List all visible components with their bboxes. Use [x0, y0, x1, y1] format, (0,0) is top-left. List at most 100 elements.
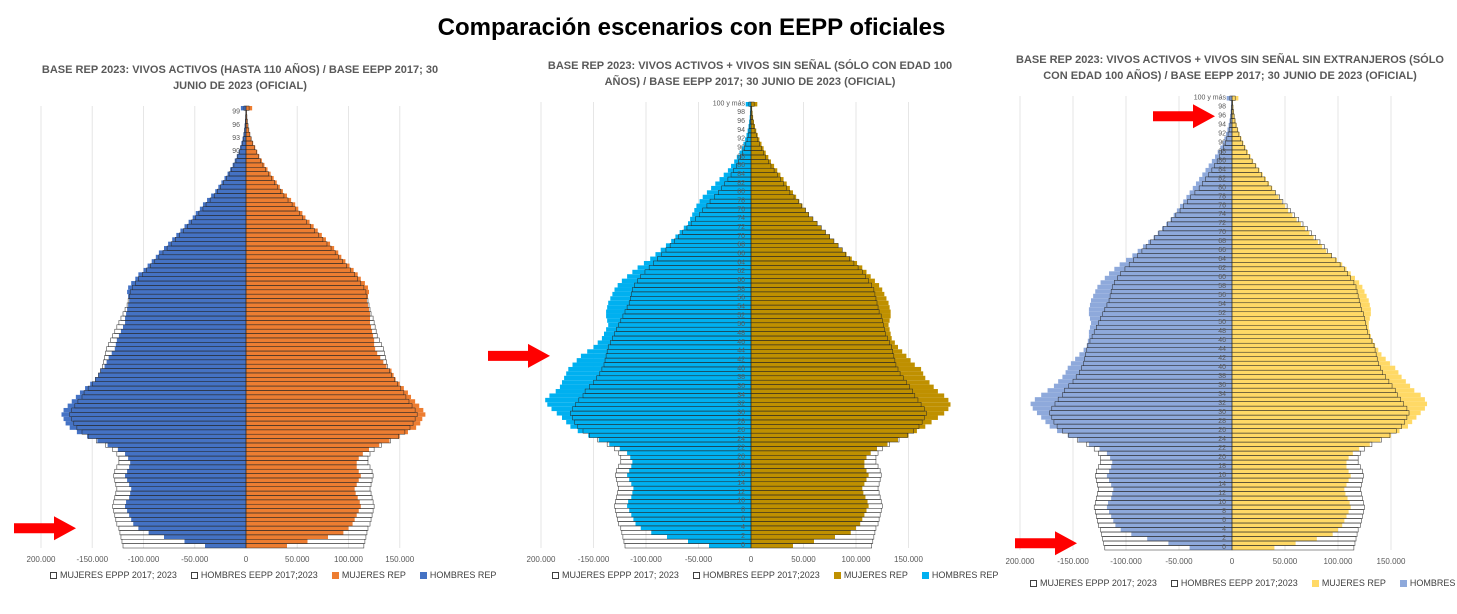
- bar-mujeres-rep: [1232, 176, 1266, 182]
- bar-hombres-rep: [660, 247, 751, 253]
- bar-mujeres-rep: [1232, 185, 1273, 191]
- bar-mujeres-rep: [246, 294, 368, 299]
- bar-mujeres-rep: [246, 473, 361, 478]
- bar-hombres-rep: [130, 491, 246, 496]
- bar-mujeres-rep: [751, 132, 758, 138]
- bar-hombres-rep: [607, 305, 751, 310]
- bar-hombres-rep: [138, 526, 246, 531]
- bar-mujeres-rep: [1232, 343, 1376, 348]
- bar-hombres-rep: [1195, 181, 1232, 186]
- bar-mujeres-rep: [751, 371, 924, 376]
- bar-mujeres-rep: [751, 194, 797, 200]
- bar-hombres-rep: [199, 206, 246, 212]
- bar-mujeres-rep: [1232, 365, 1396, 371]
- bar-hombres-rep: [1147, 536, 1232, 542]
- bar-hombres-rep: [1199, 176, 1232, 182]
- legend-item: MUJERES REP: [331, 570, 406, 580]
- bar-mujeres-rep: [246, 416, 423, 422]
- bar-hombres-rep: [1112, 460, 1232, 465]
- bar-hombres-rep: [607, 318, 751, 323]
- bar-hombres-rep: [1093, 293, 1232, 299]
- y-tick-label: 18: [737, 462, 745, 469]
- bar-hombres-rep: [118, 333, 246, 338]
- bar-hombres-rep: [115, 342, 246, 347]
- bar-mujeres-rep: [246, 259, 346, 264]
- bar-mujeres-rep: [1232, 347, 1379, 353]
- bar-mujeres-rep: [1232, 262, 1343, 267]
- bar-mujeres-rep: [1232, 446, 1360, 452]
- bar-hombres-rep: [1224, 136, 1232, 141]
- bar-hombres-rep: [63, 416, 246, 422]
- y-tick-label: 60: [737, 277, 745, 284]
- bar-hombres-rep: [631, 464, 751, 469]
- y-tick-label: 86: [1218, 157, 1226, 164]
- y-tick-label: 74: [1218, 211, 1226, 218]
- bar-mujeres-rep: [751, 163, 775, 169]
- bar-mujeres-rep: [1232, 194, 1279, 200]
- bar-mujeres-rep: [1232, 248, 1327, 254]
- y-tick-label: 98: [1218, 103, 1226, 110]
- bar-hombres-rep: [627, 472, 751, 478]
- bar-mujeres-rep: [246, 320, 371, 325]
- bar-mujeres-rep: [246, 241, 331, 247]
- bar-hombres-rep: [90, 381, 246, 387]
- bar-mujeres-rep: [751, 146, 764, 151]
- bar-hombres-rep: [588, 433, 751, 438]
- x-tick-label: -50.000: [685, 555, 713, 564]
- bar-mujeres-rep: [246, 285, 368, 290]
- bar-mujeres-rep: [246, 193, 287, 198]
- bar-mujeres-rep: [246, 110, 247, 115]
- bar-mujeres-rep: [1232, 383, 1411, 389]
- bar-mujeres-rep: [1232, 505, 1351, 510]
- bar-mujeres-rep: [751, 362, 915, 367]
- bar-mujeres-rep: [1232, 271, 1351, 276]
- y-tick-label: 92: [737, 136, 745, 143]
- bar-mujeres-rep: [1232, 244, 1323, 249]
- bar-mujeres-rep: [751, 291, 885, 297]
- bar-mujeres-rep: [1232, 127, 1239, 132]
- bar-mujeres-rep: [751, 340, 895, 345]
- bar-mujeres-rep: [751, 455, 867, 460]
- bar-hombres-rep: [551, 406, 751, 412]
- red-arrow-icon: [488, 343, 550, 368]
- bar-mujeres-rep: [1232, 406, 1425, 411]
- bar-mujeres-rep: [246, 499, 360, 505]
- y-tick-label: 4: [1222, 526, 1226, 533]
- bar-hombres-rep: [1183, 199, 1232, 204]
- bar-hombres-rep: [76, 429, 246, 435]
- y-tick-label: 52: [737, 312, 745, 319]
- bar-hombres-rep: [131, 517, 246, 522]
- bar-hombres-rep: [238, 149, 246, 155]
- bar-hombres-rep: [69, 425, 246, 430]
- bar-hombres-rep: [1115, 523, 1232, 528]
- y-tick-label: 36: [737, 383, 745, 390]
- y-tick-label: 88: [1218, 148, 1226, 155]
- y-tick-label: 78: [1218, 193, 1226, 200]
- bar-mujeres-rep: [1232, 149, 1248, 155]
- bar-hombres-rep: [741, 146, 751, 151]
- y-tick-label: 68: [737, 242, 745, 249]
- bar-mujeres-rep: [751, 358, 911, 363]
- bar-hombres-rep: [244, 123, 246, 128]
- bar-mujeres-rep: [246, 364, 387, 369]
- bar-hombres-rep: [224, 176, 246, 181]
- legend-swatch: [921, 571, 929, 579]
- bar-hombres-rep: [1067, 433, 1232, 438]
- bar-hombres-rep: [1034, 397, 1232, 402]
- bar-mujeres-rep: [246, 390, 408, 395]
- bar-mujeres-rep: [751, 203, 803, 208]
- bar-hombres-rep: [114, 346, 246, 352]
- bar-mujeres-rep: [246, 246, 335, 251]
- bar-mujeres-rep: [246, 136, 252, 142]
- bar-hombres-rep: [205, 543, 246, 548]
- x-tick-label: 100.000: [334, 555, 363, 564]
- bar-hombres-rep: [87, 434, 246, 439]
- y-tick-label: 99: [232, 109, 240, 116]
- bar-hombres-rep: [577, 428, 751, 434]
- bar-mujeres-rep: [246, 224, 314, 229]
- bar-mujeres-rep: [246, 508, 359, 513]
- bar-hombres-rep: [67, 403, 247, 408]
- bar-hombres-rep: [1088, 307, 1232, 312]
- bar-hombres-rep: [192, 215, 246, 220]
- bar-hombres-rep: [1041, 415, 1232, 420]
